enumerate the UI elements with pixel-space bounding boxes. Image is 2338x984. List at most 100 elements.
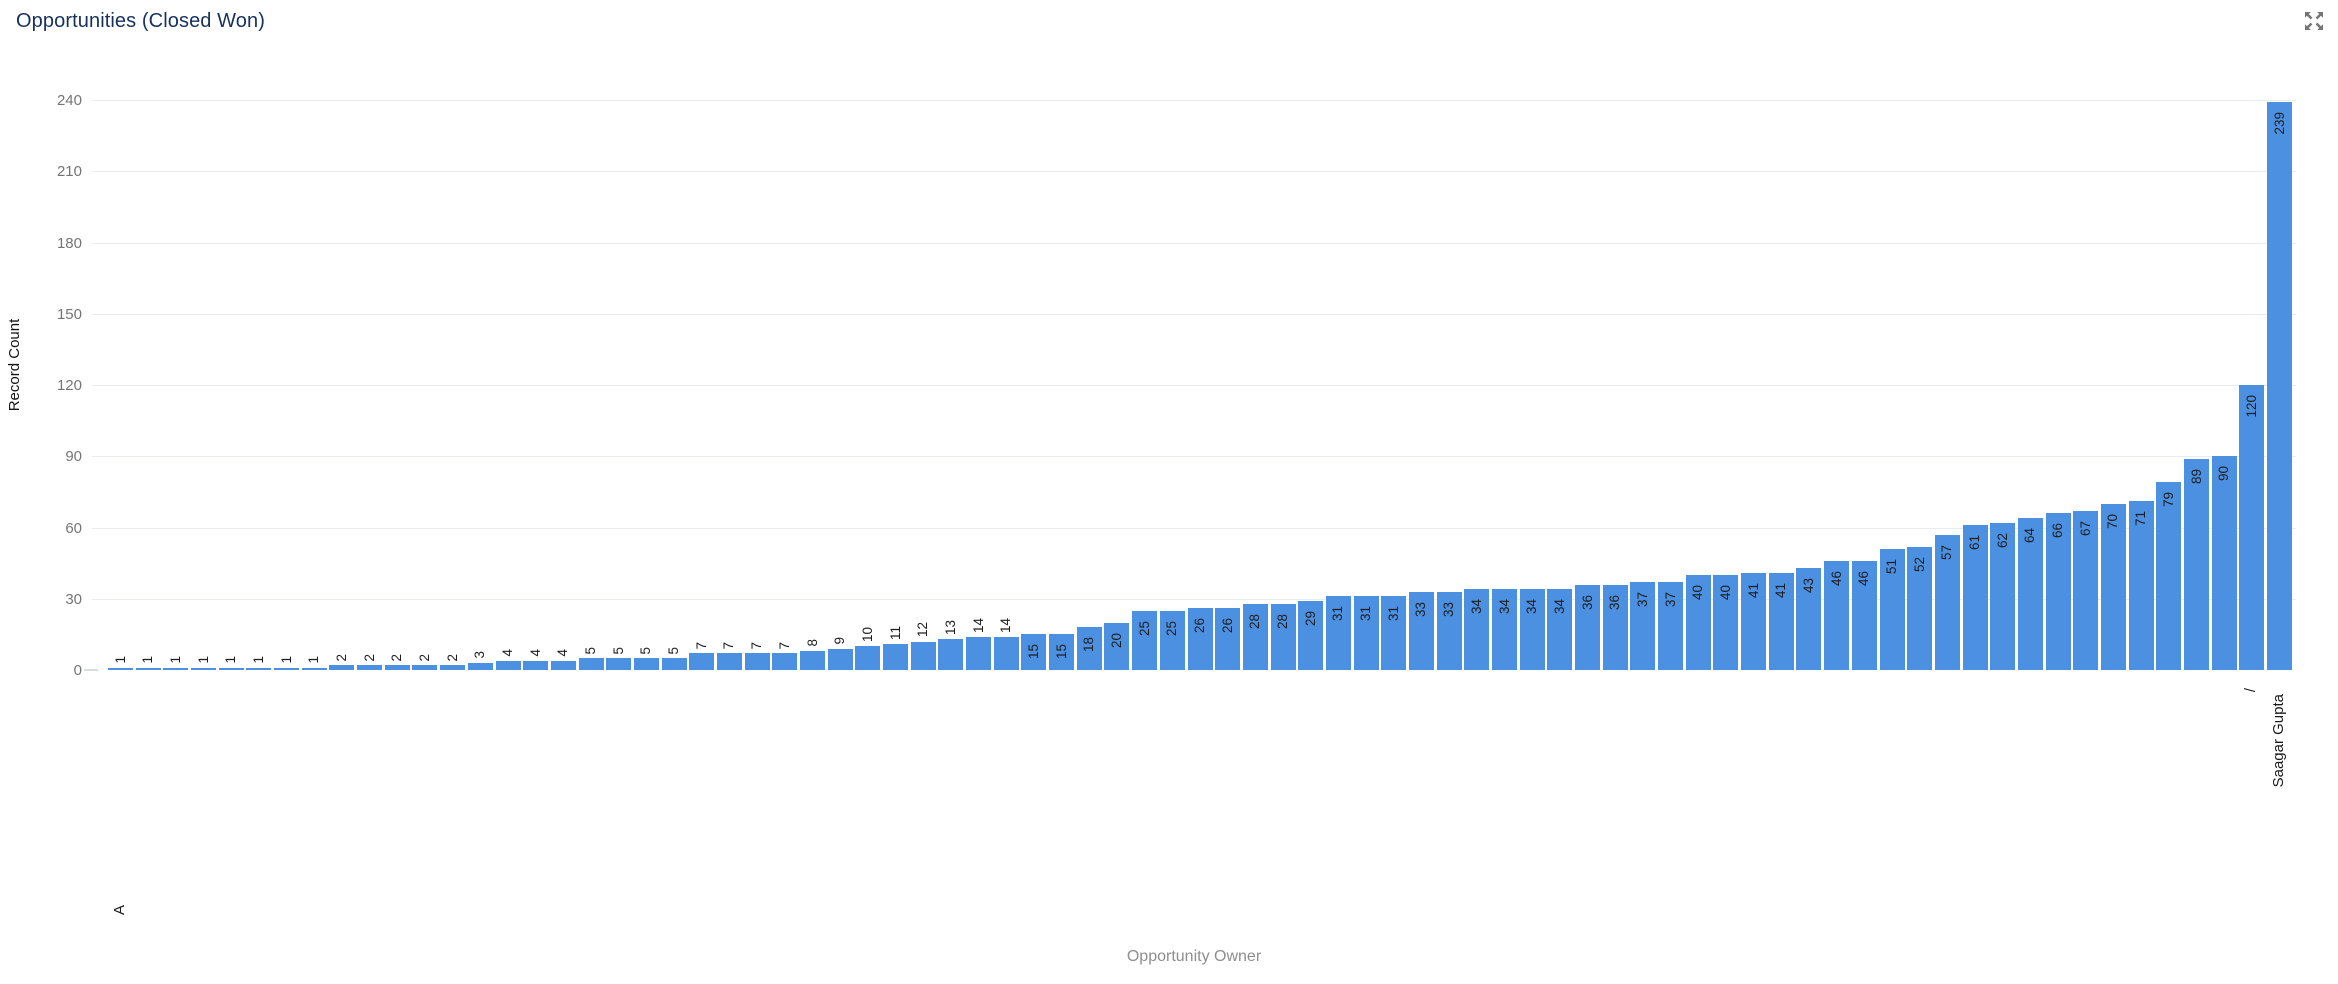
bar[interactable] [329, 665, 355, 670]
bar[interactable] [1575, 584, 1601, 670]
bar[interactable] [800, 651, 825, 670]
bar[interactable] [1492, 589, 1517, 670]
bar[interactable] [855, 646, 881, 670]
bar[interactable] [108, 667, 133, 670]
bar[interactable] [384, 665, 410, 670]
bar[interactable] [744, 653, 770, 670]
expand-button[interactable] [2299, 6, 2329, 36]
bar[interactable] [1796, 567, 1822, 670]
bar[interactable] [1381, 596, 1407, 670]
bar[interactable] [827, 648, 853, 670]
bar[interactable] [1049, 634, 1075, 670]
bar[interactable] [246, 667, 272, 670]
bar-value-label: 1 [250, 656, 266, 664]
bar[interactable] [1408, 591, 1434, 670]
bar-value-label: 66 [2050, 523, 2066, 539]
bar[interactable] [1907, 546, 1933, 670]
bar[interactable] [910, 641, 936, 670]
bar[interactable] [1519, 589, 1545, 670]
bar-value-label: 25 [1136, 620, 1152, 636]
bar[interactable] [993, 636, 1019, 670]
bar-value-label: 71 [2133, 511, 2149, 527]
bar-value-label: 18 [1081, 637, 1097, 653]
bar[interactable] [163, 667, 189, 670]
bar[interactable] [274, 667, 300, 670]
bar[interactable] [1768, 572, 1794, 670]
bar[interactable] [2239, 385, 2265, 670]
bar[interactable] [1076, 627, 1102, 670]
bar[interactable] [467, 662, 493, 670]
bar[interactable] [1464, 589, 1490, 670]
bar[interactable] [689, 653, 715, 670]
bar[interactable] [2156, 482, 2182, 670]
bar[interactable] [218, 667, 244, 670]
bar[interactable] [301, 667, 327, 670]
bar-value-label: 2 [333, 653, 349, 662]
bar[interactable] [2017, 518, 2043, 670]
bar[interactable] [1215, 608, 1241, 670]
bar[interactable] [1685, 575, 1711, 670]
bar[interactable] [191, 667, 217, 670]
bar[interactable] [578, 658, 604, 670]
bar[interactable] [1547, 589, 1573, 670]
bar[interactable] [883, 643, 909, 670]
bar[interactable] [1630, 582, 1656, 670]
bar[interactable] [2184, 458, 2209, 670]
bar-value-label: 9 [832, 637, 848, 645]
bar-value-label: 1 [112, 656, 128, 664]
bar[interactable] [772, 653, 798, 670]
bar-value-label: 4 [527, 648, 543, 657]
bar[interactable] [357, 665, 383, 670]
bar-value-label: 13 [942, 620, 958, 636]
bar[interactable] [1824, 560, 1850, 670]
bar[interactable] [1658, 582, 1684, 670]
bar[interactable] [2211, 456, 2237, 670]
bar[interactable] [1353, 596, 1379, 670]
bar[interactable] [1879, 548, 1905, 670]
bar[interactable] [1298, 601, 1324, 670]
bar[interactable] [1021, 634, 1047, 670]
bar[interactable] [550, 660, 576, 670]
y-axis-tick-label: 60 [65, 519, 82, 537]
bar[interactable] [1132, 610, 1158, 670]
bar-value-label: 2 [361, 653, 377, 662]
bar-value-label: 33 [1441, 601, 1457, 617]
bar-value-label: 1 [195, 656, 211, 664]
bar[interactable] [938, 639, 964, 670]
bar[interactable] [1187, 608, 1213, 670]
bar[interactable] [716, 653, 742, 670]
bar[interactable] [2073, 510, 2099, 670]
bar[interactable] [495, 660, 521, 670]
bar[interactable] [2128, 501, 2154, 670]
bar[interactable] [1990, 522, 2016, 670]
bar[interactable] [412, 665, 438, 670]
bar[interactable] [440, 665, 466, 670]
bar[interactable] [2045, 513, 2071, 670]
bar[interactable] [1741, 572, 1767, 670]
bar[interactable] [1159, 610, 1185, 670]
bar-value-label: 51 [1884, 558, 1900, 574]
bar[interactable] [135, 667, 161, 670]
bar-value-label: 41 [1773, 582, 1789, 598]
gridline [92, 456, 2296, 458]
bar[interactable] [1602, 584, 1628, 670]
bar[interactable] [1270, 603, 1296, 670]
bar[interactable] [1325, 596, 1351, 670]
bar[interactable] [606, 658, 632, 670]
bar[interactable] [1851, 560, 1877, 670]
bar[interactable] [1962, 525, 1988, 670]
bar[interactable] [2100, 503, 2126, 670]
bar-value-label: 46 [1828, 570, 1844, 586]
bar-value-label: 7 [776, 641, 792, 650]
bar[interactable] [1934, 534, 1960, 670]
bar[interactable] [2267, 102, 2293, 670]
bar[interactable] [966, 636, 992, 670]
bar-value-label: 239 [2271, 112, 2287, 135]
bar[interactable] [523, 660, 549, 670]
bar[interactable] [1242, 603, 1268, 670]
bar[interactable] [661, 658, 687, 670]
bar[interactable] [633, 658, 659, 670]
bar[interactable] [1713, 575, 1739, 670]
bar[interactable] [1104, 622, 1130, 670]
bar[interactable] [1436, 591, 1462, 670]
